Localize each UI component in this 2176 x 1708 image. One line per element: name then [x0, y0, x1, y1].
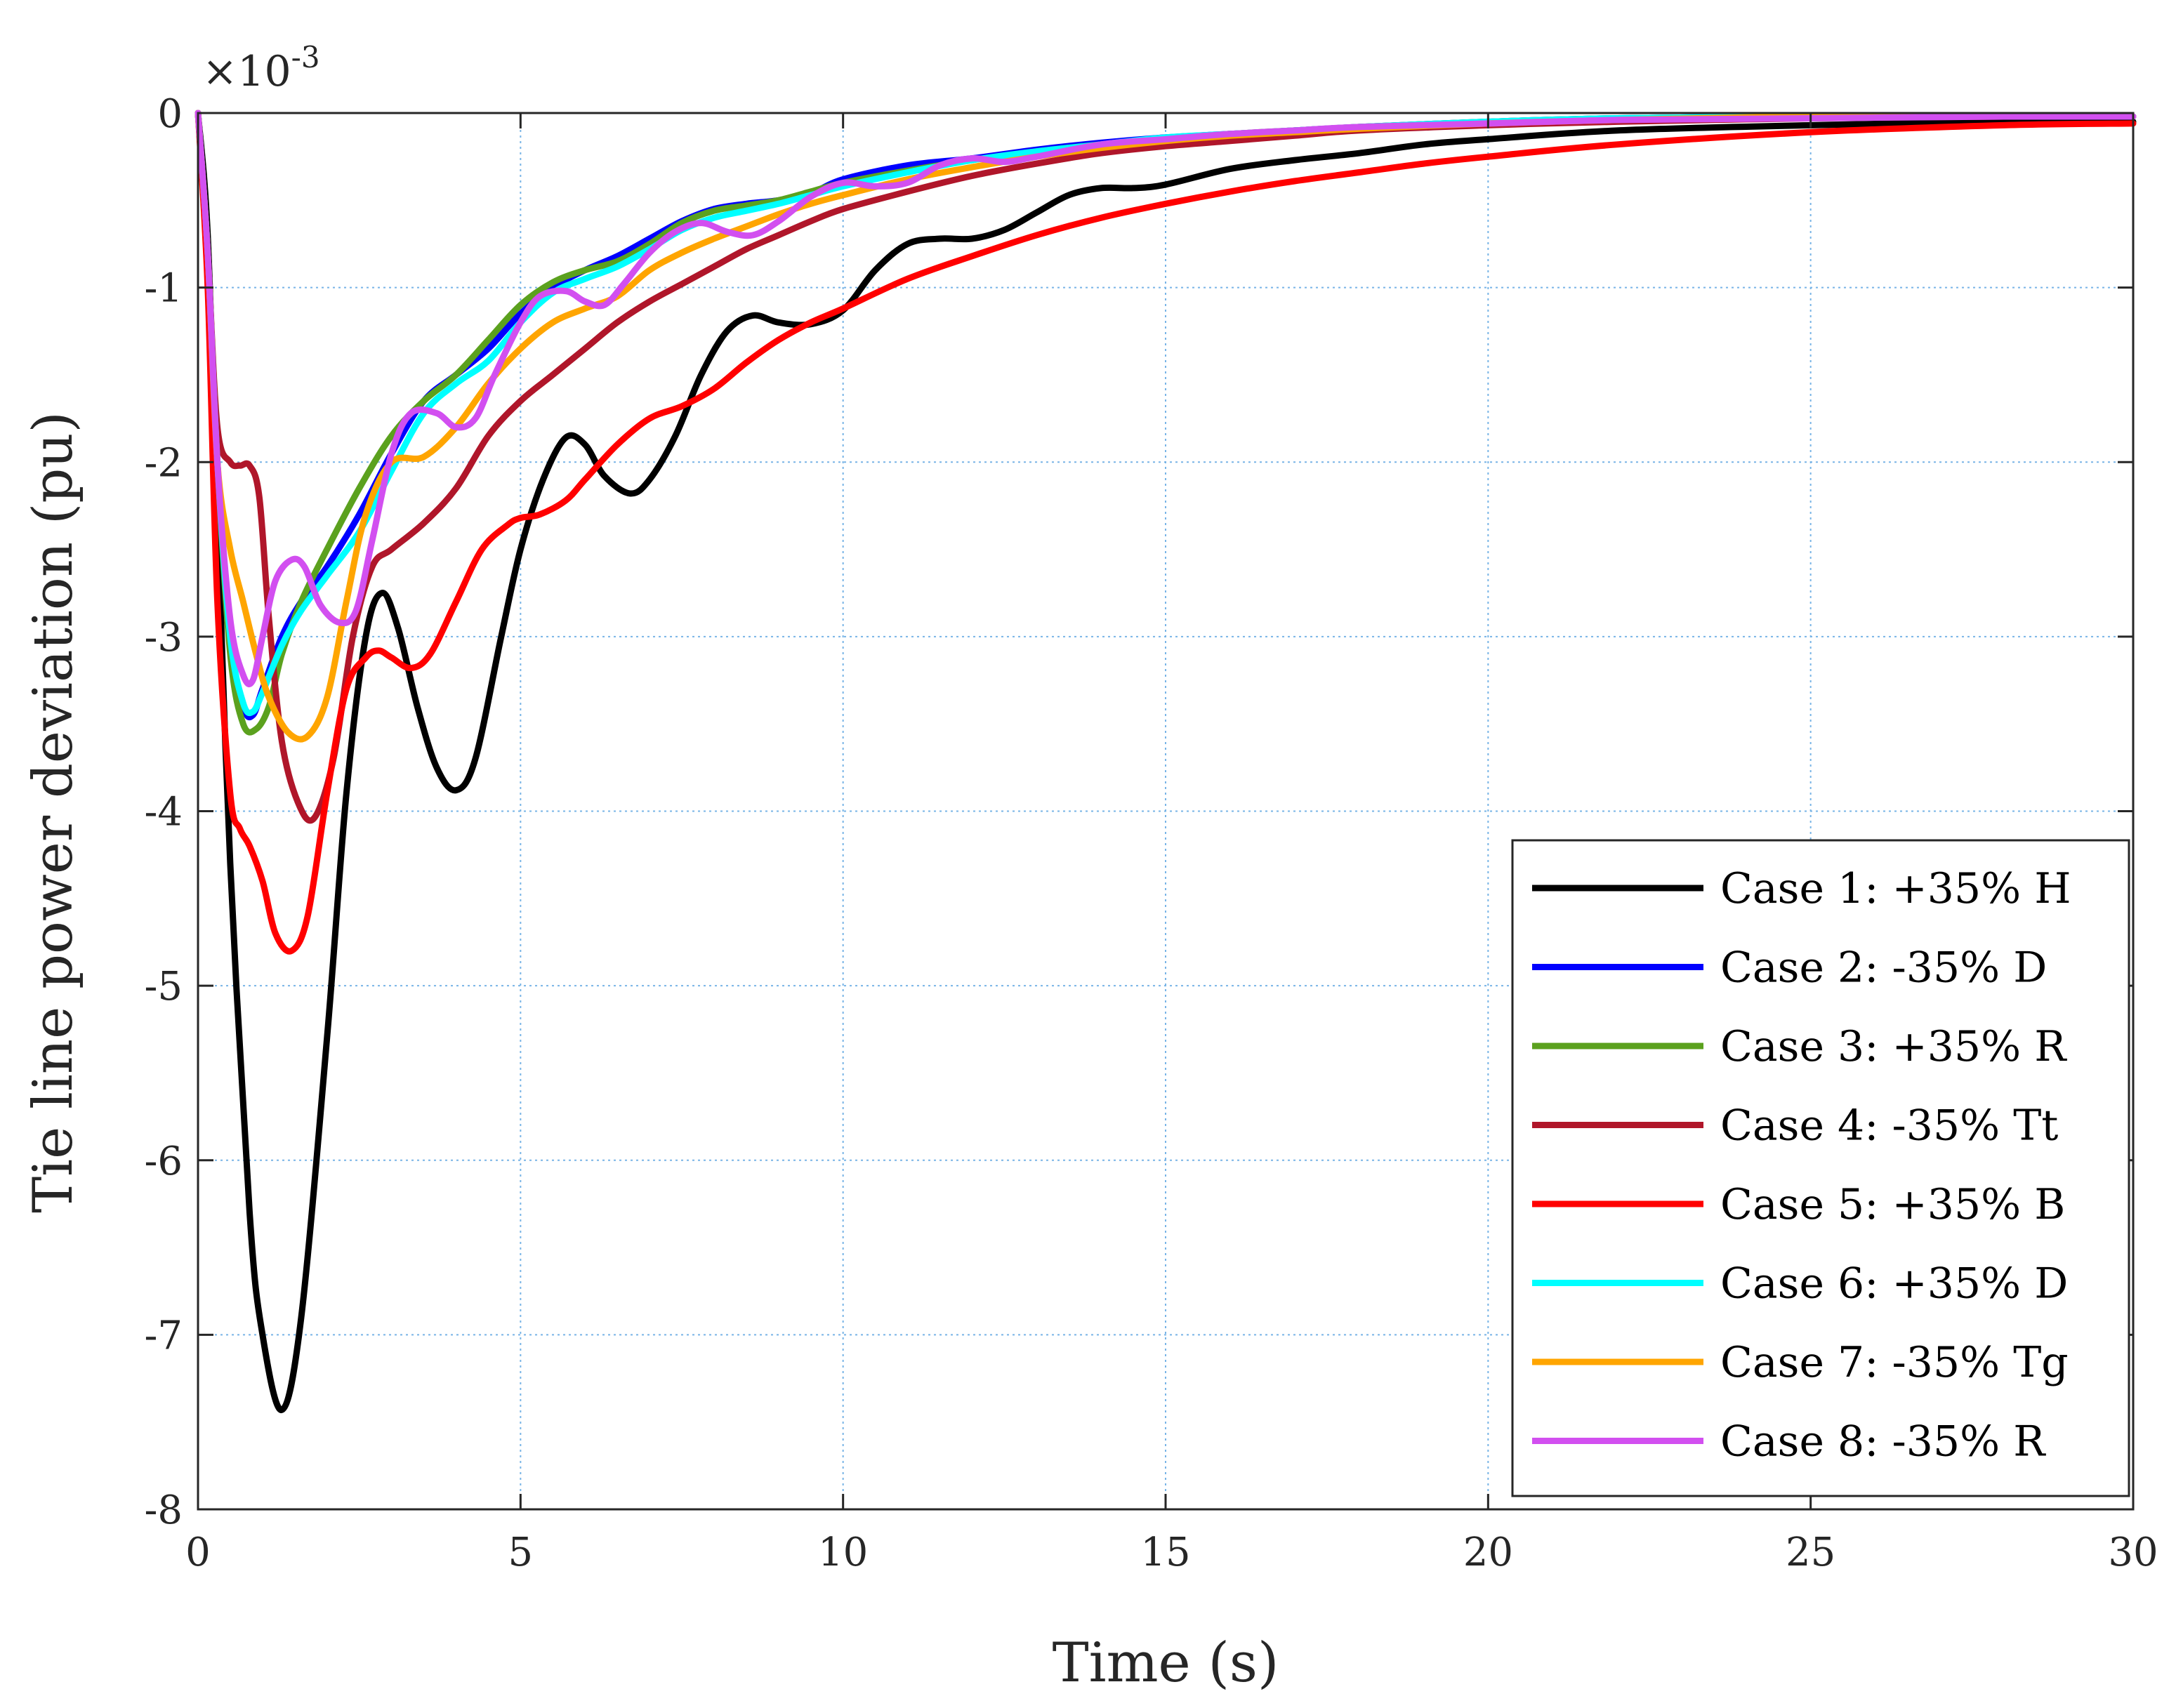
y-tick-label: -3 [144, 615, 183, 661]
legend-label: Case 2: -35% D [1720, 944, 2047, 993]
y-tick-label: -8 [144, 1488, 183, 1533]
y-tick-label: -5 [144, 964, 183, 1009]
plot-series [194, 110, 2137, 1413]
y-tick-label: -4 [144, 790, 183, 835]
y-tick-label: -2 [144, 440, 183, 486]
x-tick-label: 0 [185, 1530, 211, 1575]
legend-label: Case 3: +35% R [1720, 1022, 2067, 1071]
legend: Case 1: +35% H Case 2: -35% D Case 3: +35%… [1511, 839, 2130, 1497]
x-tick-label: 30 [2108, 1530, 2158, 1575]
legend-label: Case 6: +35% D [1720, 1259, 2068, 1309]
exponent-label: ×10-3 [202, 40, 320, 96]
legend-label: Case 8: -35% R [1720, 1417, 2046, 1467]
legend-label: Case 5: +35% B [1720, 1180, 2065, 1229]
x-tick-label: 15 [1140, 1530, 1190, 1575]
y-tick-label: -7 [144, 1313, 183, 1358]
legend-label: Case 4: -35% Tt [1720, 1101, 2058, 1151]
y-tick-label: -6 [144, 1139, 183, 1184]
y-tick-label: 0 [157, 91, 183, 137]
x-tick-label: 10 [818, 1530, 868, 1575]
legend-label: Case 7: -35% Tg [1720, 1338, 2069, 1387]
y-tick-label: -1 [144, 266, 183, 312]
x-tick-label: 5 [508, 1530, 534, 1575]
x-tick-label: 20 [1463, 1530, 1513, 1575]
axis-ticks: 0 5 10 15 20 25 30 0 -1 -2 -3 -4 -5 -6 -7 -8 [144, 91, 2158, 1575]
series-line-case-5 [194, 110, 2137, 955]
x-axis-label: Time (s) [1053, 1631, 1279, 1695]
legend-label: Case 1: +35% H [1720, 864, 2071, 913]
x-tick-label: 25 [1786, 1530, 1835, 1575]
y-axis-label: Tie line power deviation (pu) [22, 411, 85, 1213]
legend-box [1511, 839, 2130, 1497]
series-line-case-8 [194, 110, 2137, 687]
